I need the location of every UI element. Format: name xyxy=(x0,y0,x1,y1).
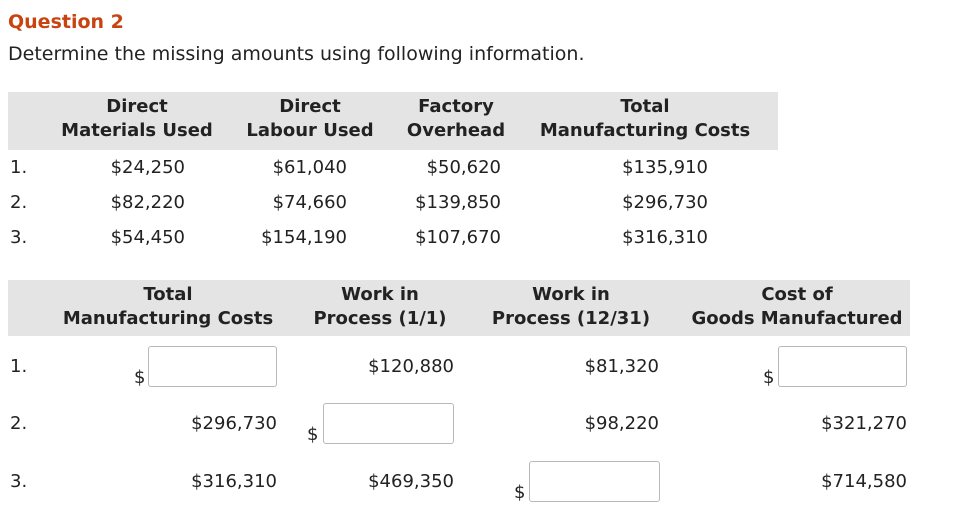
table2-row-number: 3. xyxy=(10,471,28,492)
question-instruction: Determine the missing amounts using foll… xyxy=(8,43,585,65)
table2-header-wip-beginning: Work in Process (1/1) xyxy=(313,284,447,329)
table1-row-number: 2. xyxy=(10,192,28,213)
table1-row-number: 1. xyxy=(10,157,28,178)
table2-cell: $316,310 xyxy=(191,471,277,492)
table1-cell: $135,910 xyxy=(622,157,708,178)
cogm-input-1[interactable] xyxy=(778,346,907,387)
dollar-sign: $ xyxy=(134,367,146,388)
table2-cell: $120,880 xyxy=(368,356,454,377)
table2-header-total-mfg-costs: Total Manufacturing Costs xyxy=(62,284,274,329)
table1-header-background xyxy=(8,92,778,150)
table1-cell: $50,620 xyxy=(426,157,501,178)
table1-cell: $82,220 xyxy=(110,192,185,213)
table2-cell: $321,270 xyxy=(821,413,907,434)
table2-cell: $81,320 xyxy=(584,356,659,377)
table2-cell: $296,730 xyxy=(191,413,277,434)
table1-cell: $61,040 xyxy=(272,157,347,178)
question-title: Question 2 xyxy=(8,11,124,33)
table2-row-number: 1. xyxy=(10,356,28,377)
wip-beginning-input-2[interactable] xyxy=(323,403,454,444)
table2-header-wip-ending: Work in Process (12/31) xyxy=(491,284,651,329)
table1-header-direct-materials: Direct Materials Used xyxy=(61,96,213,141)
table1-cell: $54,450 xyxy=(110,227,185,248)
table2-header-cogm: Cost of Goods Manufactured xyxy=(691,284,903,329)
table2-header-background xyxy=(8,280,910,336)
dollar-sign: $ xyxy=(763,367,775,388)
dollar-sign: $ xyxy=(514,482,526,503)
table1-header-direct-labour: Direct Labour Used xyxy=(246,96,374,141)
table2-cell: $98,220 xyxy=(584,413,659,434)
table1-header-total-mfg-costs: Total Manufacturing Costs xyxy=(539,96,751,141)
table2-cell: $714,580 xyxy=(821,471,907,492)
table1-row-number: 3. xyxy=(10,227,28,248)
table1-cell: $139,850 xyxy=(415,192,501,213)
dollar-sign: $ xyxy=(307,424,319,445)
table2-row-number: 2. xyxy=(10,413,28,434)
table1-cell: $316,310 xyxy=(622,227,708,248)
table2-cell: $469,350 xyxy=(368,471,454,492)
table1-cell: $296,730 xyxy=(622,192,708,213)
wip-ending-input-3[interactable] xyxy=(529,461,660,502)
table1-cell: $107,670 xyxy=(415,227,501,248)
total-mfg-costs-input-1[interactable] xyxy=(148,346,277,387)
table1-cell: $154,190 xyxy=(261,227,347,248)
table1-header-factory-overhead: Factory Overhead xyxy=(406,96,506,141)
table1-cell: $24,250 xyxy=(110,157,185,178)
table1-cell: $74,660 xyxy=(272,192,347,213)
